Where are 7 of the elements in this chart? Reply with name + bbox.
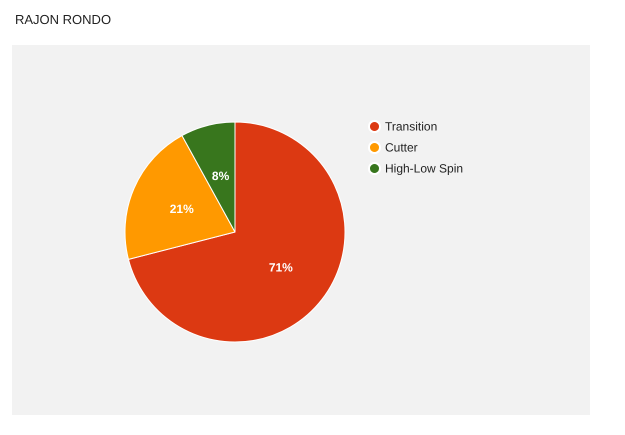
chart-title: RAJON RONDO: [15, 12, 112, 27]
legend-label: Transition: [385, 120, 438, 134]
legend-label: Cutter: [385, 140, 418, 154]
data-label: 21%: [170, 202, 194, 216]
legend-label: High-Low Spin: [385, 162, 464, 176]
data-label: 8%: [212, 168, 230, 183]
data-label: 71%: [268, 260, 294, 275]
